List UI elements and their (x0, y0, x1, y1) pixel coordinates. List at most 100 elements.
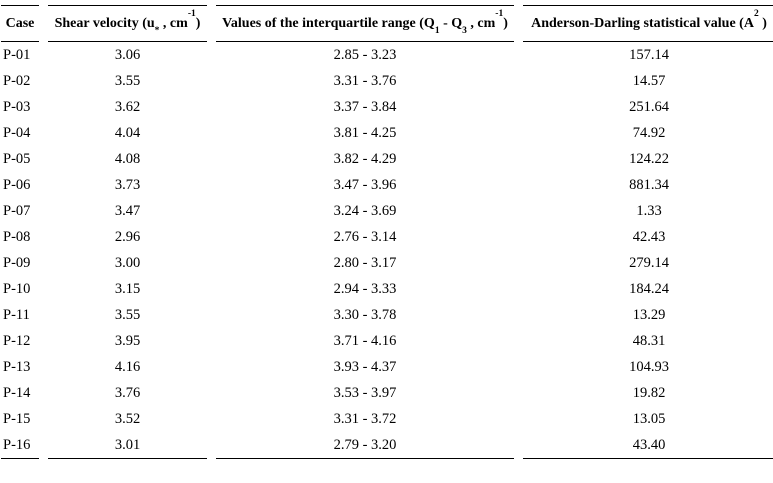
table-row: P-16 3.01 2.79 - 3.20 43.40 (1, 432, 773, 459)
cell-anderson-darling: 1.33 (636, 202, 662, 219)
cell-case: P-02 (3, 72, 31, 89)
cell-shear-velocity: 3.00 (114, 254, 141, 271)
cell-anderson-darling: 104.93 (629, 358, 669, 375)
cell-case: P-16 (1, 432, 39, 459)
cell-interquartile-range: 2.85 - 3.23 (333, 46, 397, 63)
cell-case: P-01 (3, 46, 31, 63)
header-row: Case Shear velocity (u* , cm-1) Values o… (1, 5, 773, 42)
header-shear-text: , cm (159, 15, 188, 31)
cell-anderson-darling: 251.64 (629, 98, 669, 115)
table-row: P-13 4.16 3.93 - 4.37 104.93 (1, 354, 773, 380)
cell-case: P-15 (3, 410, 31, 427)
subscript-one: 1 (434, 26, 440, 37)
table-row: P-12 3.95 3.71 - 4.16 48.31 (1, 328, 773, 354)
cell-shear-velocity: 3.06 (114, 46, 141, 63)
cell-interquartile-range: 3.82 - 4.29 (333, 150, 397, 167)
cell-case: P-03 (3, 98, 31, 115)
table-row: P-05 4.08 3.82 - 4.29 124.22 (1, 146, 773, 172)
cell-interquartile-range: 3.30 - 3.78 (333, 306, 397, 323)
cell-interquartile-range: 2.76 - 3.14 (333, 228, 397, 245)
table-row: P-08 2.96 2.76 - 3.14 42.43 (1, 224, 773, 250)
table-row: P-14 3.76 3.53 - 3.97 19.82 (1, 380, 773, 406)
cell-interquartile-range: 2.94 - 3.33 (333, 280, 397, 297)
cell-shear-velocity: 4.08 (114, 150, 141, 167)
cell-case: P-08 (3, 228, 31, 245)
header-anderson-darling: Anderson-Darling statistical value (A2 ) (523, 5, 773, 42)
cell-case: P-09 (3, 254, 31, 271)
subscript-three: 3 (462, 26, 467, 37)
header-shear-velocity: Shear velocity (u* , cm-1) (48, 5, 207, 42)
cell-shear-velocity: 3.01 (48, 432, 207, 459)
cell-case: P-06 (3, 176, 31, 193)
cell-anderson-darling: 14.57 (632, 72, 666, 89)
cell-interquartile-range: 3.93 - 4.37 (333, 358, 397, 375)
cell-anderson-darling: 124.22 (629, 150, 669, 167)
cell-shear-velocity: 3.47 (114, 202, 141, 219)
cell-anderson-darling: 19.82 (632, 384, 666, 401)
cell-shear-velocity: 3.62 (114, 98, 141, 115)
cell-anderson-darling: 74.92 (632, 124, 666, 141)
cell-shear-velocity: 3.55 (114, 306, 141, 323)
statistics-table: Case Shear velocity (u* , cm-1) Values o… (0, 5, 773, 459)
header-iqr-text: ) (503, 15, 508, 31)
table-row: P-10 3.15 2.94 - 3.33 184.24 (1, 276, 773, 302)
header-iqr-text: - Q (439, 15, 463, 31)
cell-anderson-darling: 43.40 (523, 432, 773, 459)
cell-case: P-13 (3, 358, 31, 375)
superscript-two: 2 (753, 8, 759, 19)
header-shear-text: ) (195, 15, 201, 31)
cell-anderson-darling: 13.05 (632, 410, 666, 427)
header-interquartile-range: Values of the interquartile range (Q1 - … (216, 5, 514, 42)
superscript-minus-one: -1 (495, 8, 504, 19)
cell-anderson-darling: 184.24 (629, 280, 669, 297)
cell-case: P-12 (3, 332, 31, 349)
table-row: P-07 3.47 3.24 - 3.69 1.33 (1, 198, 773, 224)
table-row: P-01 3.06 2.85 - 3.23 157.14 (1, 42, 773, 68)
cell-shear-velocity: 3.76 (114, 384, 141, 401)
table-row: P-15 3.52 3.31 - 3.72 13.05 (1, 406, 773, 432)
cell-shear-velocity: 3.73 (114, 176, 141, 193)
cell-anderson-darling: 42.43 (632, 228, 666, 245)
table-row: P-06 3.73 3.47 - 3.96 881.34 (1, 172, 773, 198)
cell-interquartile-range: 3.71 - 4.16 (333, 332, 397, 349)
cell-interquartile-range: 3.81 - 4.25 (333, 124, 397, 141)
cell-shear-velocity: 2.96 (114, 228, 141, 245)
cell-shear-velocity: 3.15 (114, 280, 141, 297)
superscript-minus-one: -1 (187, 8, 196, 19)
cell-case: P-10 (3, 280, 31, 297)
header-iqr-text: , cm (466, 15, 496, 31)
cell-case: P-14 (3, 384, 31, 401)
header-shear-text: Shear velocity (u (54, 15, 155, 31)
cell-shear-velocity: 3.52 (114, 410, 141, 427)
header-ad-text: ) (758, 15, 767, 31)
cell-interquartile-range: 3.47 - 3.96 (333, 176, 397, 193)
table-row: P-03 3.62 3.37 - 3.84 251.64 (1, 94, 773, 120)
cell-anderson-darling: 881.34 (629, 176, 669, 193)
cell-case: P-04 (3, 124, 31, 141)
cell-interquartile-range: 3.31 - 3.76 (333, 72, 397, 89)
cell-interquartile-range: 2.80 - 3.17 (333, 254, 397, 271)
cell-interquartile-range: 3.37 - 3.84 (333, 98, 397, 115)
cell-interquartile-range: 2.79 - 3.20 (216, 432, 514, 459)
cell-anderson-darling: 279.14 (629, 254, 669, 271)
subscript-star: * (154, 26, 160, 37)
cell-interquartile-range: 3.31 - 3.72 (333, 410, 397, 427)
cell-anderson-darling: 48.31 (632, 332, 666, 349)
cell-shear-velocity: 4.16 (114, 358, 141, 375)
cell-interquartile-range: 3.53 - 3.97 (333, 384, 397, 401)
cell-shear-velocity: 4.04 (114, 124, 141, 141)
cell-interquartile-range: 3.24 - 3.69 (333, 202, 397, 219)
table-row: P-09 3.00 2.80 - 3.17 279.14 (1, 250, 773, 276)
cell-case: P-11 (3, 306, 30, 323)
header-ad-text: Anderson-Darling statistical value (A (531, 15, 754, 31)
table-row: P-04 4.04 3.81 - 4.25 74.92 (1, 120, 773, 146)
cell-shear-velocity: 3.95 (114, 332, 141, 349)
header-iqr-text: Values of the interquartile range (Q (222, 15, 435, 31)
cell-anderson-darling: 13.29 (632, 306, 666, 323)
header-case: Case (1, 5, 39, 42)
cell-shear-velocity: 3.55 (114, 72, 141, 89)
cell-case: P-07 (3, 202, 31, 219)
cell-anderson-darling: 157.14 (629, 46, 669, 63)
cell-case: P-05 (3, 150, 31, 167)
